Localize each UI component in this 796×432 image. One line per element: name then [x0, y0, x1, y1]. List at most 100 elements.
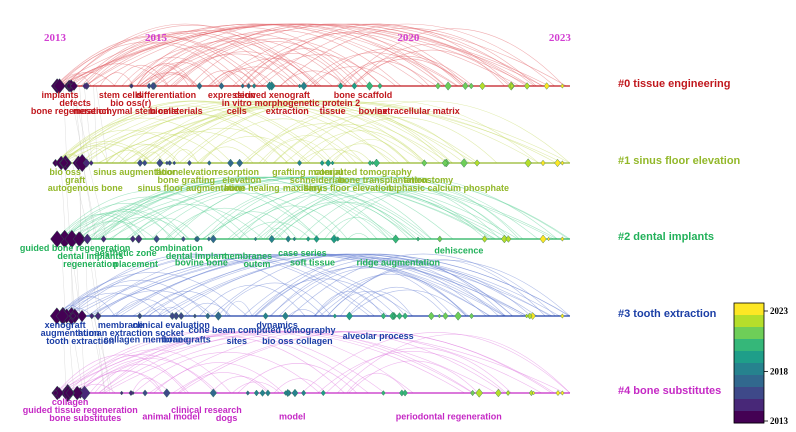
keyword-node[interactable] [301, 389, 307, 397]
keyword-node[interactable] [543, 82, 550, 90]
keyword-node[interactable] [206, 236, 211, 242]
keyword-node[interactable] [365, 81, 374, 91]
keyword-node[interactable] [373, 158, 380, 168]
keyword-node[interactable] [300, 81, 308, 91]
keyword-node[interactable] [481, 235, 488, 243]
keyword-node[interactable] [325, 159, 332, 167]
keyword-node[interactable] [214, 311, 223, 321]
keyword-node[interactable] [381, 390, 386, 396]
keyword-node[interactable] [351, 82, 358, 90]
keyword-node[interactable] [178, 312, 185, 320]
keyword-node[interactable] [560, 83, 565, 89]
keyword-node[interactable] [554, 158, 561, 168]
keyword-node[interactable] [119, 390, 124, 396]
keyword-node[interactable] [524, 158, 532, 168]
keyword-node[interactable] [129, 235, 136, 243]
keyword-node[interactable] [163, 388, 171, 398]
keyword-node[interactable] [396, 312, 403, 320]
keyword-node[interactable] [135, 234, 143, 244]
keyword-node[interactable] [462, 82, 469, 90]
keyword-node[interactable] [421, 159, 428, 167]
keyword-node[interactable] [427, 311, 435, 321]
keyword-node[interactable] [59, 157, 68, 169]
keyword-node[interactable] [209, 234, 217, 244]
keyword-node[interactable] [297, 83, 302, 89]
keyword-node[interactable] [192, 313, 197, 319]
keyword-node[interactable] [444, 81, 452, 91]
keyword-node[interactable] [332, 313, 337, 319]
keyword-node[interactable] [69, 81, 78, 91]
keyword-node[interactable] [345, 311, 353, 321]
keyword-node[interactable] [167, 160, 173, 166]
keyword-node[interactable] [509, 82, 515, 90]
keyword-node[interactable] [441, 159, 449, 167]
keyword-node[interactable] [50, 230, 65, 248]
keyword-node[interactable] [70, 312, 77, 320]
keyword-node[interactable] [367, 160, 373, 166]
keyword-node[interactable] [89, 312, 95, 320]
keyword-node[interactable] [262, 312, 269, 320]
keyword-node[interactable] [560, 236, 565, 242]
keyword-node[interactable] [165, 160, 169, 166]
keyword-node[interactable] [265, 389, 271, 397]
keyword-node[interactable] [320, 389, 326, 397]
keyword-node[interactable] [474, 159, 480, 167]
keyword-node[interactable] [494, 388, 502, 398]
keyword-node[interactable] [227, 158, 234, 168]
keyword-node[interactable] [470, 389, 476, 397]
keyword-node[interactable] [527, 312, 533, 320]
keyword-node[interactable] [268, 234, 276, 244]
keyword-node[interactable] [240, 83, 245, 89]
keyword-node[interactable] [207, 160, 212, 166]
keyword-node[interactable] [246, 83, 252, 89]
keyword-node[interactable] [454, 311, 462, 321]
keyword-node[interactable] [330, 160, 335, 166]
keyword-node[interactable] [71, 385, 84, 401]
keyword-node[interactable] [319, 159, 325, 167]
keyword-node[interactable] [172, 160, 177, 166]
keyword-node[interactable] [469, 312, 474, 320]
keyword-node[interactable] [500, 234, 508, 244]
keyword-node[interactable] [560, 390, 565, 396]
keyword-node[interactable] [83, 233, 92, 245]
keyword-node[interactable] [333, 236, 338, 242]
keyword-node[interactable] [100, 235, 107, 243]
keyword-node[interactable] [391, 313, 396, 319]
keyword-node[interactable] [442, 312, 449, 320]
keyword-node[interactable] [251, 83, 257, 89]
keyword-node[interactable] [52, 389, 59, 397]
keyword-node[interactable] [531, 390, 536, 396]
keyword-node[interactable] [55, 308, 69, 324]
keyword-node[interactable] [195, 235, 201, 243]
keyword-node[interactable] [282, 311, 289, 321]
keyword-node[interactable] [560, 160, 565, 166]
keyword-node[interactable] [156, 158, 164, 168]
keyword-node[interactable] [291, 388, 299, 398]
keyword-node[interactable] [540, 159, 546, 167]
keyword-node[interactable] [218, 82, 225, 90]
keyword-node[interactable] [196, 82, 203, 90]
keyword-node[interactable] [136, 159, 144, 167]
keyword-node[interactable] [142, 389, 148, 397]
keyword-node[interactable] [297, 159, 303, 167]
keyword-node[interactable] [460, 158, 468, 168]
keyword-node[interactable] [524, 313, 529, 319]
keyword-node[interactable] [292, 236, 297, 242]
keyword-node[interactable] [65, 82, 72, 90]
keyword-node[interactable] [437, 313, 442, 319]
keyword-node[interactable] [560, 313, 565, 319]
keyword-node[interactable] [82, 82, 88, 90]
keyword-node[interactable] [129, 83, 134, 89]
keyword-node[interactable] [505, 390, 511, 396]
keyword-node[interactable] [555, 390, 561, 396]
keyword-node[interactable] [546, 236, 551, 242]
keyword-node[interactable] [236, 158, 244, 168]
keyword-node[interactable] [149, 82, 157, 90]
keyword-node[interactable] [53, 78, 66, 94]
keyword-node[interactable] [82, 158, 91, 168]
keyword-node[interactable] [539, 234, 547, 244]
keyword-node[interactable] [128, 389, 134, 397]
keyword-node[interactable] [209, 388, 217, 398]
keyword-node[interactable] [475, 388, 483, 398]
keyword-node[interactable] [180, 236, 186, 242]
